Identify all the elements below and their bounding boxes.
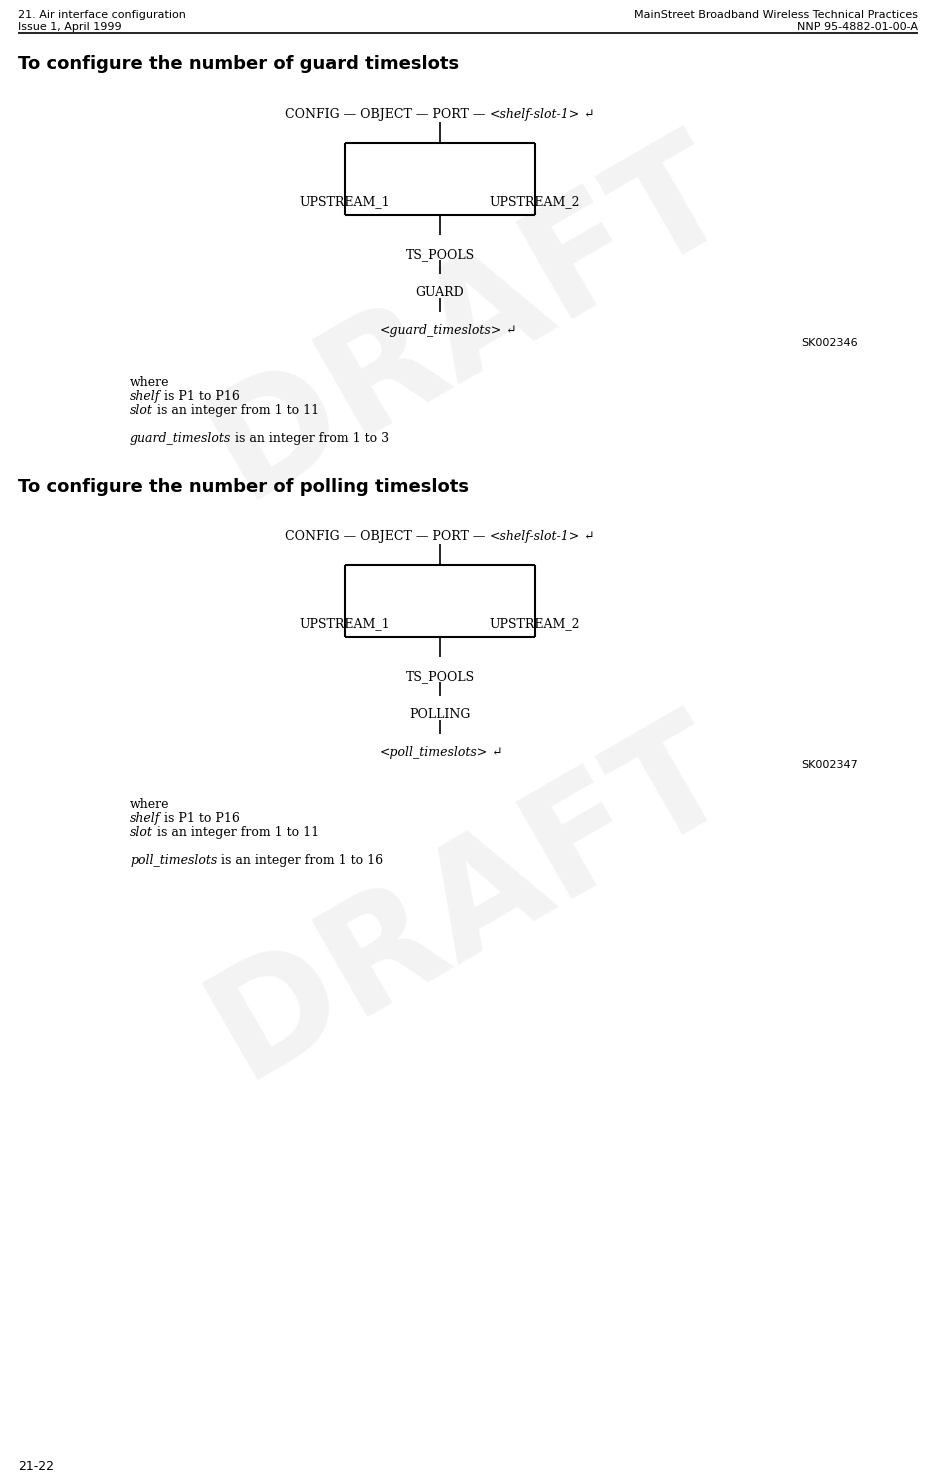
Text: POLLING: POLLING [409,708,471,720]
Text: CONFIG — OBJECT — PORT —: CONFIG — OBJECT — PORT — [285,530,490,543]
Text: DRAFT: DRAFT [185,692,754,1107]
Text: ↵: ↵ [503,325,517,337]
Text: is P1 to P16: is P1 to P16 [160,812,241,825]
Text: 21. Air interface configuration: 21. Air interface configuration [18,10,186,21]
Text: To configure the number of guard timeslots: To configure the number of guard timeslo… [18,55,460,72]
Text: slot: slot [130,827,153,838]
Text: ↵: ↵ [580,530,594,543]
Text: UPSTREAM_2: UPSTREAM_2 [490,195,580,208]
Text: TS_POOLS: TS_POOLS [405,248,475,261]
Text: slot: slot [130,404,153,418]
Text: 21-22: 21-22 [18,1460,54,1473]
Text: is an integer from 1 to 11: is an integer from 1 to 11 [153,404,319,418]
Text: where: where [130,799,169,810]
Text: UPSTREAM_1: UPSTREAM_1 [300,617,390,630]
Text: is an integer from 1 to 16: is an integer from 1 to 16 [217,855,384,866]
Text: NNP 95-4882-01-00-A: NNP 95-4882-01-00-A [797,22,918,32]
Text: MainStreet Broadband Wireless Technical Practices: MainStreet Broadband Wireless Technical … [634,10,918,21]
Text: ↵: ↵ [580,108,594,121]
Text: DRAFT: DRAFT [185,112,754,527]
Text: poll_timeslots: poll_timeslots [130,855,217,866]
Text: guard_timeslots: guard_timeslots [130,432,231,444]
Text: SK002346: SK002346 [801,338,858,348]
Text: is an integer from 1 to 3: is an integer from 1 to 3 [231,432,389,444]
Text: shelf: shelf [130,390,160,403]
Text: UPSTREAM_1: UPSTREAM_1 [300,195,390,208]
Text: <guard_timeslots>: <guard_timeslots> [380,325,503,337]
Text: <poll_timeslots>: <poll_timeslots> [380,745,489,759]
Text: where: where [130,376,169,390]
Text: is P1 to P16: is P1 to P16 [160,390,241,403]
Text: GUARD: GUARD [416,286,464,300]
Text: TS_POOLS: TS_POOLS [405,670,475,683]
Text: ↵: ↵ [489,745,503,759]
Text: To configure the number of polling timeslots: To configure the number of polling times… [18,478,469,496]
Text: Issue 1, April 1999: Issue 1, April 1999 [18,22,122,32]
Text: <shelf-slot-1>: <shelf-slot-1> [490,530,580,543]
Text: UPSTREAM_2: UPSTREAM_2 [490,617,580,630]
Text: <shelf-slot-1>: <shelf-slot-1> [490,108,580,121]
Text: SK002347: SK002347 [801,760,858,770]
Text: CONFIG — OBJECT — PORT —: CONFIG — OBJECT — PORT — [285,108,490,121]
Text: is an integer from 1 to 11: is an integer from 1 to 11 [153,827,319,838]
Text: shelf: shelf [130,812,160,825]
